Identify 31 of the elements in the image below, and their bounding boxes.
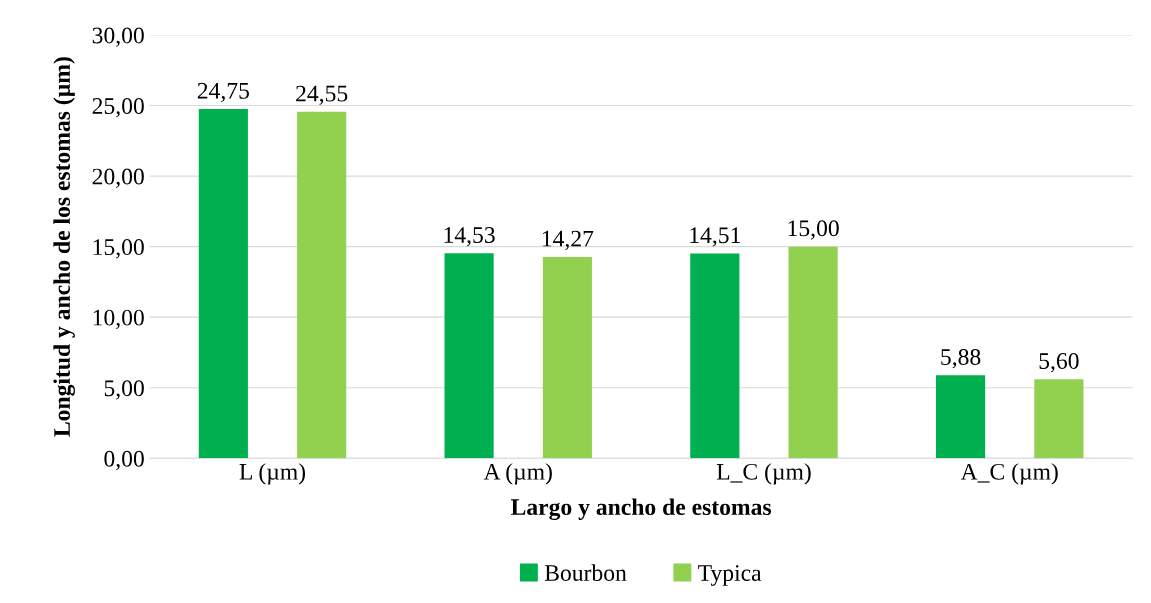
data-label: 5,88	[941, 349, 981, 369]
data-label: 24,75	[197, 82, 249, 103]
bar	[935, 375, 986, 459]
data-label: 15,00	[788, 220, 839, 240]
bar	[690, 253, 740, 459]
y-tick-label: 15,00	[93, 239, 144, 259]
data-label: 5,60	[1039, 352, 1079, 373]
x-tick-label: L (µm)	[239, 463, 306, 485]
bar	[297, 111, 347, 459]
bar	[198, 109, 248, 459]
y-tick-label: 20,00	[92, 168, 144, 188]
data-label: 14,51	[690, 227, 740, 247]
x-tick-label: A_C (µm)	[960, 463, 1058, 485]
y-tick-label: 25,00	[92, 98, 144, 118]
y-tick-label: 30,00	[92, 27, 144, 47]
legend-label: Typica	[698, 565, 762, 586]
bar	[444, 253, 494, 459]
x-axis-title: Largo y ancho de estomas	[511, 498, 772, 521]
bar	[788, 246, 838, 459]
bar	[542, 256, 592, 459]
bar	[1034, 379, 1084, 459]
y-tick-label: 10,00	[93, 309, 144, 329]
y-axis-title: Longitud y ancho de los estomas (µm)	[53, 57, 75, 437]
y-tick-label: 0,00	[104, 450, 144, 471]
legend-label: Bourbon	[544, 564, 627, 581]
x-tick-label: L_C (µm)	[716, 463, 811, 485]
data-label: 24,55	[296, 85, 348, 105]
y-tick-label: 5,00	[104, 380, 144, 400]
data-label: 14,27	[542, 230, 594, 250]
x-tick-label: A (µm)	[483, 463, 552, 485]
data-label: 14,53	[444, 227, 495, 247]
